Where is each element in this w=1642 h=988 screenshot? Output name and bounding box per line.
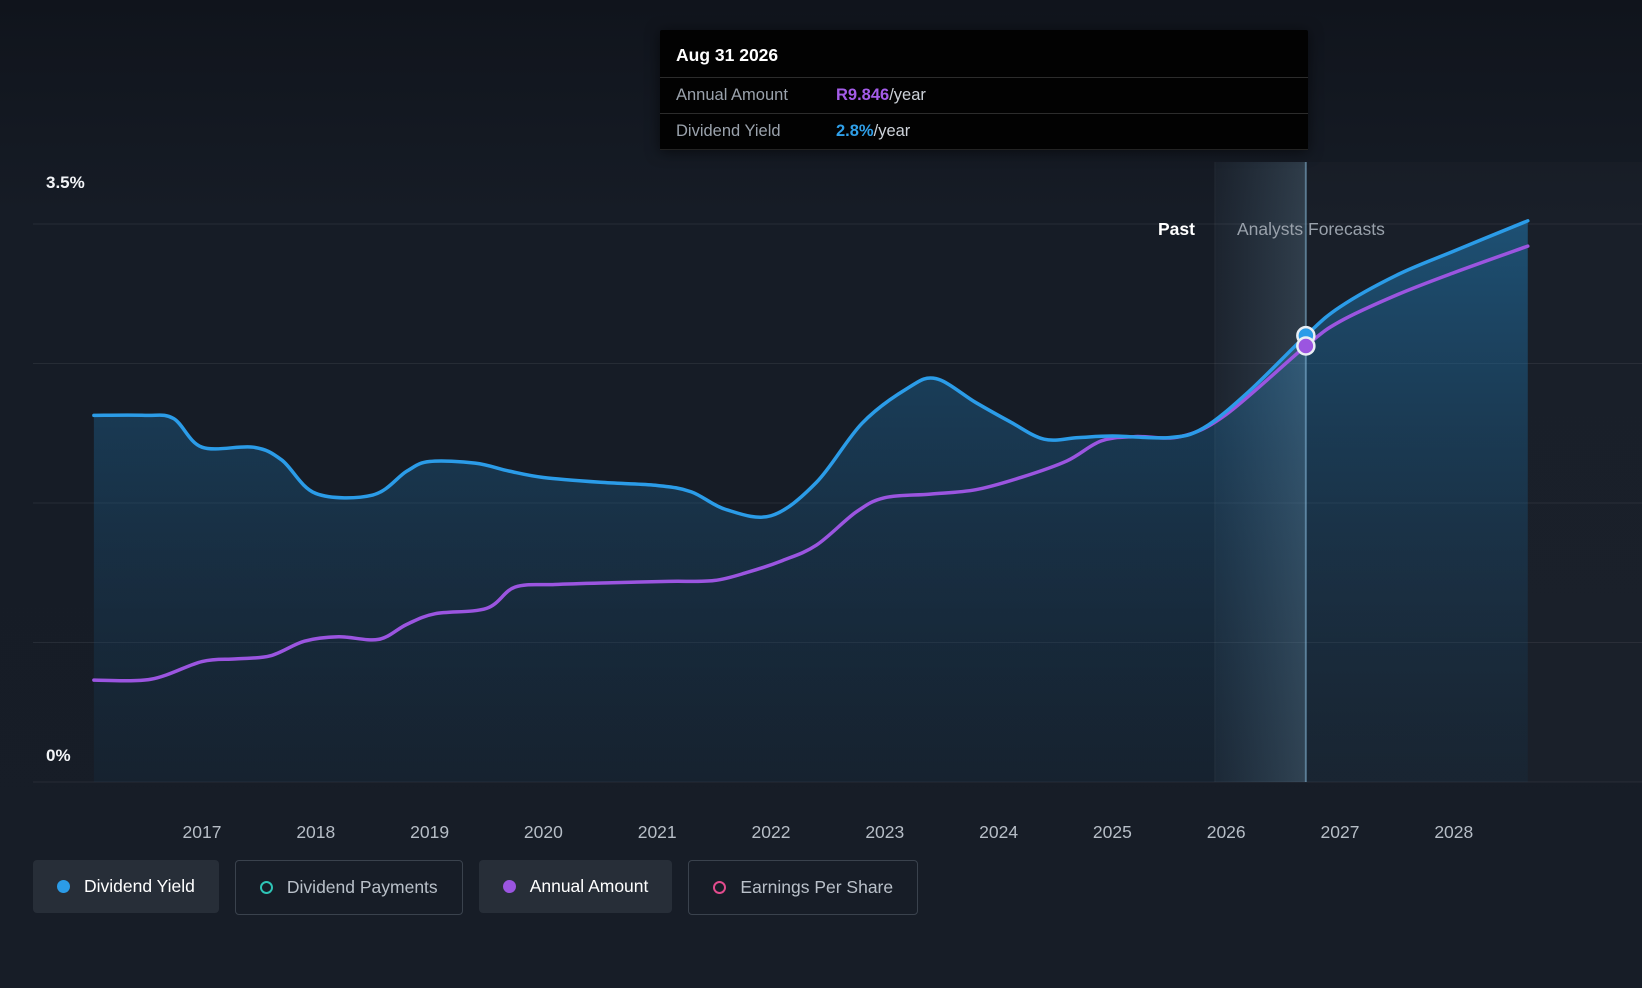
x-tick-2027: 2027 — [1320, 822, 1360, 842]
x-axis: 2017 2018 2019 2020 2021 2022 2023 2024 2025 2026… — [0, 822, 1642, 852]
x-tick-2026: 2026 — [1206, 822, 1246, 842]
legend-dividend-yield[interactable]: Dividend Yield — [33, 860, 219, 913]
tooltip-row-dividend-yield: Dividend Yield 2.8%/year — [660, 114, 1308, 150]
annual-amount-marker-icon — [502, 880, 516, 893]
x-tick-2020: 2020 — [523, 822, 563, 842]
tooltip-label-annual-amount: Annual Amount — [676, 86, 788, 104]
x-tick-2021: 2021 — [637, 822, 677, 842]
legend-earnings-per-share-label: Earnings Per Share — [740, 877, 894, 897]
legend-dividend-payments[interactable]: Dividend Payments — [234, 860, 463, 915]
tooltip-value-dividend-yield: 2.8%/year — [836, 122, 911, 140]
tooltip-date: Aug 31 2026 — [660, 30, 1308, 78]
legend-annual-amount[interactable]: Annual Amount — [478, 860, 673, 913]
dividend-payments-marker-icon — [259, 881, 273, 894]
analysts-forecasts-label: Analysts Forecasts — [1237, 219, 1385, 239]
y-axis-label-max: 3.5% — [46, 173, 85, 192]
x-tick-2019: 2019 — [410, 822, 450, 842]
y-axis-label-min: 0% — [46, 746, 71, 765]
x-tick-2017: 2017 — [182, 822, 222, 842]
legend-earnings-per-share[interactable]: Earnings Per Share — [688, 860, 919, 915]
x-tick-2018: 2018 — [296, 822, 336, 842]
tooltip-row-annual-amount: Annual Amount R9.846/year — [660, 78, 1308, 114]
chart-tooltip: Aug 31 2026 Annual Amount R9.846/year Di… — [660, 30, 1308, 150]
x-tick-2025: 2025 — [1092, 822, 1132, 842]
legend-annual-amount-label: Annual Amount — [529, 876, 649, 896]
x-tick-2022: 2022 — [751, 822, 791, 842]
x-tick-2024: 2024 — [979, 822, 1019, 842]
past-label: Past — [1158, 219, 1195, 239]
legend-dividend-yield-label: Dividend Yield — [84, 876, 195, 896]
chart-legend: Dividend Yield Dividend Payments Annual … — [33, 860, 919, 915]
dividend-yield-marker-icon — [57, 880, 70, 893]
earnings-per-share-marker-icon — [713, 881, 727, 894]
x-tick-2023: 2023 — [865, 822, 905, 842]
tooltip-value-annual-amount: R9.846/year — [836, 86, 926, 104]
tooltip-label-dividend-yield: Dividend Yield — [676, 122, 781, 140]
legend-dividend-payments-label: Dividend Payments — [286, 877, 438, 897]
x-tick-2028: 2028 — [1434, 822, 1474, 842]
